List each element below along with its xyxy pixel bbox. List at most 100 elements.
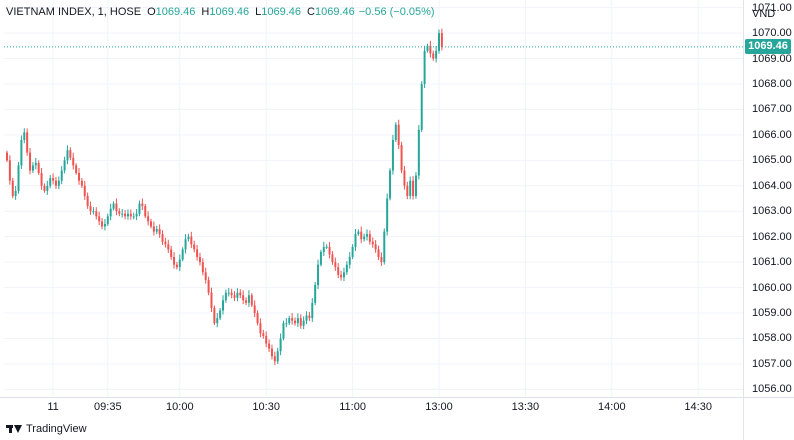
candle-body — [57, 180, 60, 186]
time-tick-label: 13:00 — [425, 401, 453, 413]
price-tick-label: 1060.00 — [752, 281, 792, 294]
candle-body — [397, 124, 400, 146]
candle-body — [155, 229, 158, 232]
candle-body — [173, 257, 176, 265]
candle-body — [262, 333, 265, 336]
tradingview-brand[interactable]: TradingView — [6, 423, 87, 435]
candle-body — [268, 343, 271, 349]
time-tick-label: 13:30 — [511, 401, 540, 413]
time-tick-label: 09:35 — [94, 401, 122, 413]
candle-body — [178, 259, 181, 268]
legend-change: −0.56 (−0.05%) — [358, 6, 435, 18]
candle-body — [17, 165, 20, 191]
candle-body — [426, 45, 429, 51]
candle-body — [190, 236, 193, 245]
candle-body — [256, 313, 259, 324]
price-tick-label: 1056.00 — [752, 383, 792, 396]
candle-body — [219, 310, 222, 319]
candle-body — [98, 216, 101, 222]
price-tick-label: 1057.00 — [752, 357, 792, 370]
candle-body — [23, 132, 26, 140]
candle-body — [432, 53, 435, 59]
candle-body — [342, 272, 345, 278]
tradingview-logo-icon — [6, 424, 22, 434]
candle-body — [37, 162, 40, 174]
candle-body — [75, 165, 78, 174]
candle-body — [158, 229, 161, 235]
candle-body — [302, 320, 305, 326]
candle-body — [11, 180, 14, 196]
candle-body — [305, 315, 308, 321]
candle-body — [334, 262, 337, 268]
candle-body — [325, 246, 328, 248]
candle-body — [170, 249, 173, 258]
candle-body — [371, 241, 374, 245]
candle-body — [14, 190, 17, 196]
candle-body — [380, 257, 383, 263]
candle-body — [386, 198, 389, 232]
candle-body — [417, 129, 420, 176]
candle-body — [294, 320, 296, 324]
candle-body — [288, 318, 291, 324]
time-tick-label: 11:00 — [339, 401, 366, 413]
candle-body — [126, 213, 129, 217]
candle-body — [222, 300, 224, 311]
candle-body — [245, 300, 248, 303]
legend-open: 1069.46 — [155, 6, 196, 18]
candle-body — [285, 323, 288, 325]
candle-body — [141, 203, 144, 207]
candle-body — [247, 295, 250, 303]
candle-body — [181, 249, 184, 260]
candle-body — [216, 318, 219, 324]
candle-body — [357, 231, 360, 235]
candle-body — [409, 180, 412, 196]
candle-body — [112, 203, 115, 209]
price-tick-label: 1065.00 — [752, 154, 792, 167]
candle-body — [265, 335, 268, 344]
candle-body — [259, 323, 262, 334]
price-tick-label: 1064.00 — [752, 179, 792, 192]
price-tick-label: 1070.00 — [752, 27, 792, 40]
candle-body — [374, 244, 377, 250]
candle-body — [52, 178, 55, 181]
candle-body — [161, 234, 164, 242]
candle-body — [109, 208, 112, 217]
candle-body — [92, 211, 95, 213]
candle-body — [412, 180, 415, 196]
candle-body — [78, 173, 80, 181]
candle-body — [317, 264, 320, 286]
candle-body — [400, 145, 403, 171]
candle-body — [63, 160, 66, 171]
candle-body — [337, 267, 340, 275]
candle-body — [368, 234, 371, 242]
candle-body — [6, 152, 8, 161]
legend-open-label: O — [147, 6, 156, 18]
candle-body — [8, 160, 11, 181]
candle-body — [124, 213, 127, 217]
candle-body — [322, 246, 325, 252]
candle-body — [377, 249, 380, 258]
candle-body — [360, 231, 363, 240]
price-tick-label: 1063.00 — [752, 205, 792, 218]
candle-body — [363, 236, 366, 240]
price-tick-label: 1061.00 — [752, 256, 792, 269]
candle-body — [167, 244, 170, 250]
time-tick-label: 10:30 — [252, 401, 280, 413]
candle-body — [414, 175, 417, 196]
candle-body — [213, 307, 216, 324]
price-tick-label: 1071.00 — [752, 1, 792, 14]
candle-body — [270, 348, 273, 357]
candle-body — [291, 318, 294, 321]
candle-body — [383, 231, 386, 263]
candle-body — [210, 292, 213, 308]
time-tick-label: 14:30 — [684, 401, 712, 413]
legend-symbol: VIETNAM INDEX, 1, HOSE — [6, 6, 142, 18]
candle-body — [89, 206, 92, 212]
candle-body — [282, 323, 285, 339]
price-tick-label: 1058.00 — [752, 332, 792, 345]
candle-body — [101, 221, 104, 227]
candle-body — [60, 170, 63, 181]
candle-body — [147, 216, 150, 222]
brand-name: TradingView — [26, 423, 87, 435]
